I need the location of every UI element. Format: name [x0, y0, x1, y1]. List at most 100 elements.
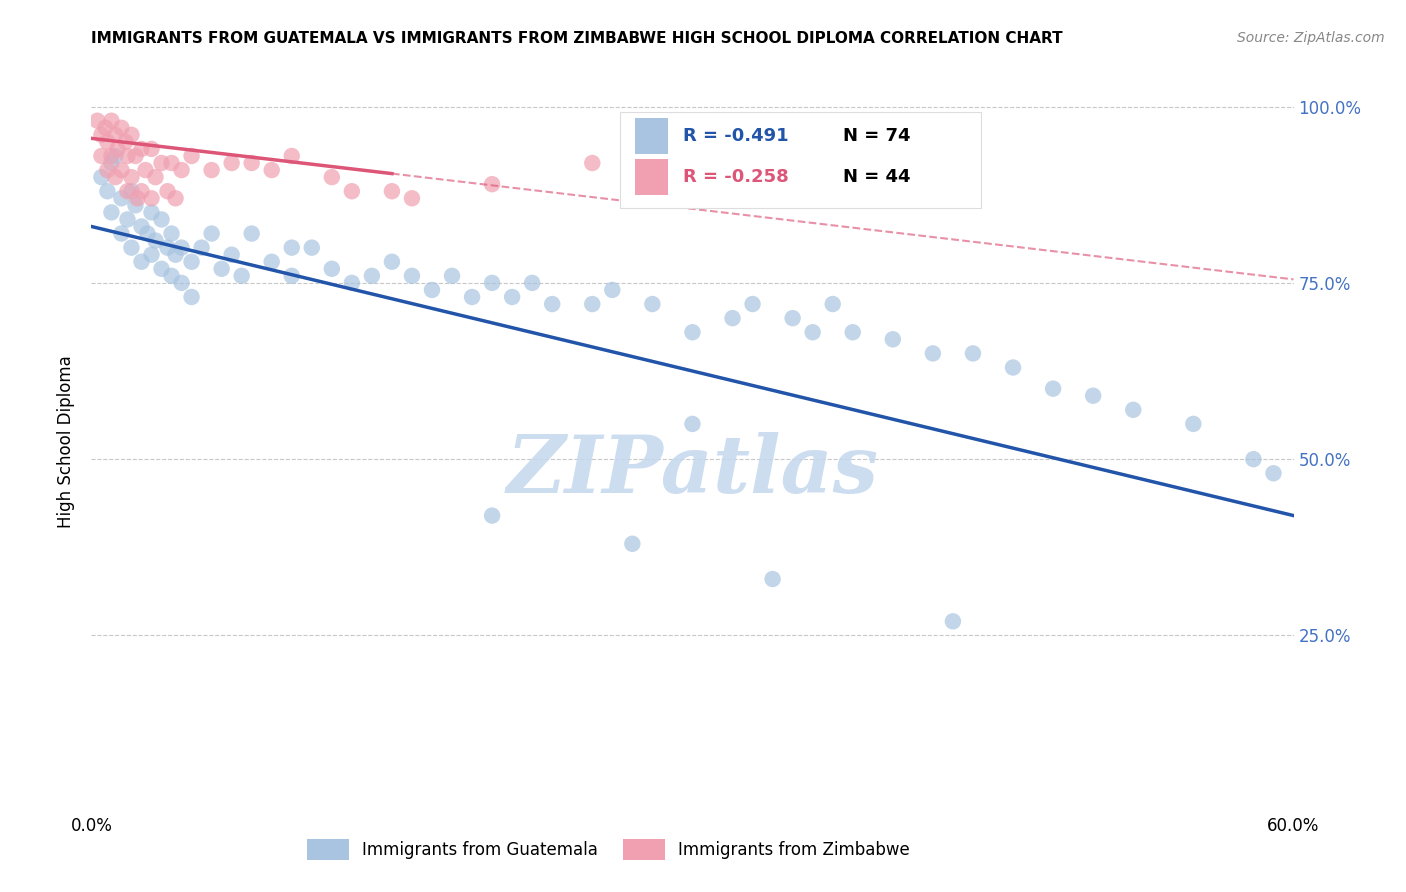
Point: [165, 191, 187, 205]
Point: [110, 163, 132, 178]
Point: [501, 290, 523, 304]
Point: [90, 128, 112, 142]
Point: [141, 205, 163, 219]
Text: R = -0.491: R = -0.491: [683, 127, 789, 145]
Point: [281, 268, 304, 283]
Point: [150, 261, 173, 276]
Point: [141, 248, 163, 262]
Point: [117, 212, 139, 227]
Point: [602, 283, 624, 297]
Point: [401, 191, 423, 205]
Point: [121, 184, 143, 198]
Point: [1182, 417, 1205, 431]
Point: [131, 219, 153, 234]
Point: [360, 268, 382, 283]
Point: [170, 276, 193, 290]
Point: [104, 128, 127, 142]
Point: [156, 241, 179, 255]
Point: [121, 241, 143, 255]
Point: [117, 149, 139, 163]
Point: [420, 283, 443, 297]
Point: [141, 191, 163, 205]
Point: [841, 325, 863, 339]
Point: [221, 248, 243, 262]
Point: [621, 537, 644, 551]
Point: [145, 170, 167, 185]
Point: [1263, 467, 1285, 481]
Y-axis label: High School Diploma: High School Diploma: [58, 355, 76, 528]
Point: [145, 234, 167, 248]
Point: [681, 417, 703, 431]
Text: R = -0.258: R = -0.258: [683, 169, 789, 186]
Text: IMMIGRANTS FROM GUATEMALA VS IMMIGRANTS FROM ZIMBABWE HIGH SCHOOL DIPLOMA CORREL: IMMIGRANTS FROM GUATEMALA VS IMMIGRANTS …: [91, 31, 1063, 46]
Point: [110, 120, 132, 135]
Point: [100, 149, 122, 163]
Point: [117, 184, 139, 198]
Point: [180, 149, 202, 163]
Point: [1001, 360, 1024, 375]
Legend: Immigrants from Guatemala, Immigrants from Zimbabwe: Immigrants from Guatemala, Immigrants fr…: [301, 832, 917, 866]
Point: [721, 311, 744, 326]
Point: [160, 156, 183, 170]
Bar: [634, 118, 668, 153]
Point: [100, 113, 122, 128]
Point: [156, 184, 179, 198]
Point: [882, 332, 904, 346]
Bar: [634, 160, 668, 195]
Text: Source: ZipAtlas.com: Source: ZipAtlas.com: [1237, 31, 1385, 45]
Point: [131, 254, 153, 268]
Point: [481, 508, 503, 523]
Point: [136, 227, 159, 241]
Point: [150, 156, 173, 170]
Point: [221, 156, 243, 170]
Point: [541, 297, 564, 311]
Point: [121, 170, 143, 185]
Point: [180, 290, 202, 304]
Point: [190, 241, 212, 255]
FancyBboxPatch shape: [620, 112, 981, 209]
Point: [401, 268, 423, 283]
Point: [96, 135, 118, 149]
Point: [170, 163, 193, 178]
Point: [281, 149, 304, 163]
Point: [481, 276, 503, 290]
Point: [681, 325, 703, 339]
Point: [121, 128, 143, 142]
Point: [131, 142, 153, 156]
Point: [1122, 402, 1144, 417]
Point: [150, 212, 173, 227]
Point: [782, 311, 804, 326]
Point: [762, 572, 785, 586]
Point: [581, 156, 603, 170]
Point: [340, 276, 363, 290]
Point: [942, 615, 965, 629]
Point: [201, 163, 224, 178]
Point: [94, 120, 117, 135]
Point: [90, 149, 112, 163]
Point: [340, 184, 363, 198]
Point: [681, 163, 703, 178]
Point: [124, 149, 146, 163]
Point: [440, 268, 463, 283]
Point: [170, 241, 193, 255]
Point: [180, 254, 202, 268]
Point: [481, 177, 503, 191]
Point: [381, 254, 404, 268]
Point: [922, 346, 945, 360]
Point: [131, 184, 153, 198]
Point: [321, 170, 343, 185]
Point: [1042, 382, 1064, 396]
Point: [962, 346, 984, 360]
Point: [124, 198, 146, 212]
Point: [381, 184, 404, 198]
Text: N = 74: N = 74: [842, 127, 910, 145]
Point: [165, 248, 187, 262]
Point: [134, 163, 156, 178]
Point: [100, 205, 122, 219]
Point: [1083, 389, 1105, 403]
Point: [281, 241, 304, 255]
Point: [581, 297, 603, 311]
Point: [211, 261, 233, 276]
Text: N = 44: N = 44: [842, 169, 910, 186]
Point: [100, 156, 122, 170]
